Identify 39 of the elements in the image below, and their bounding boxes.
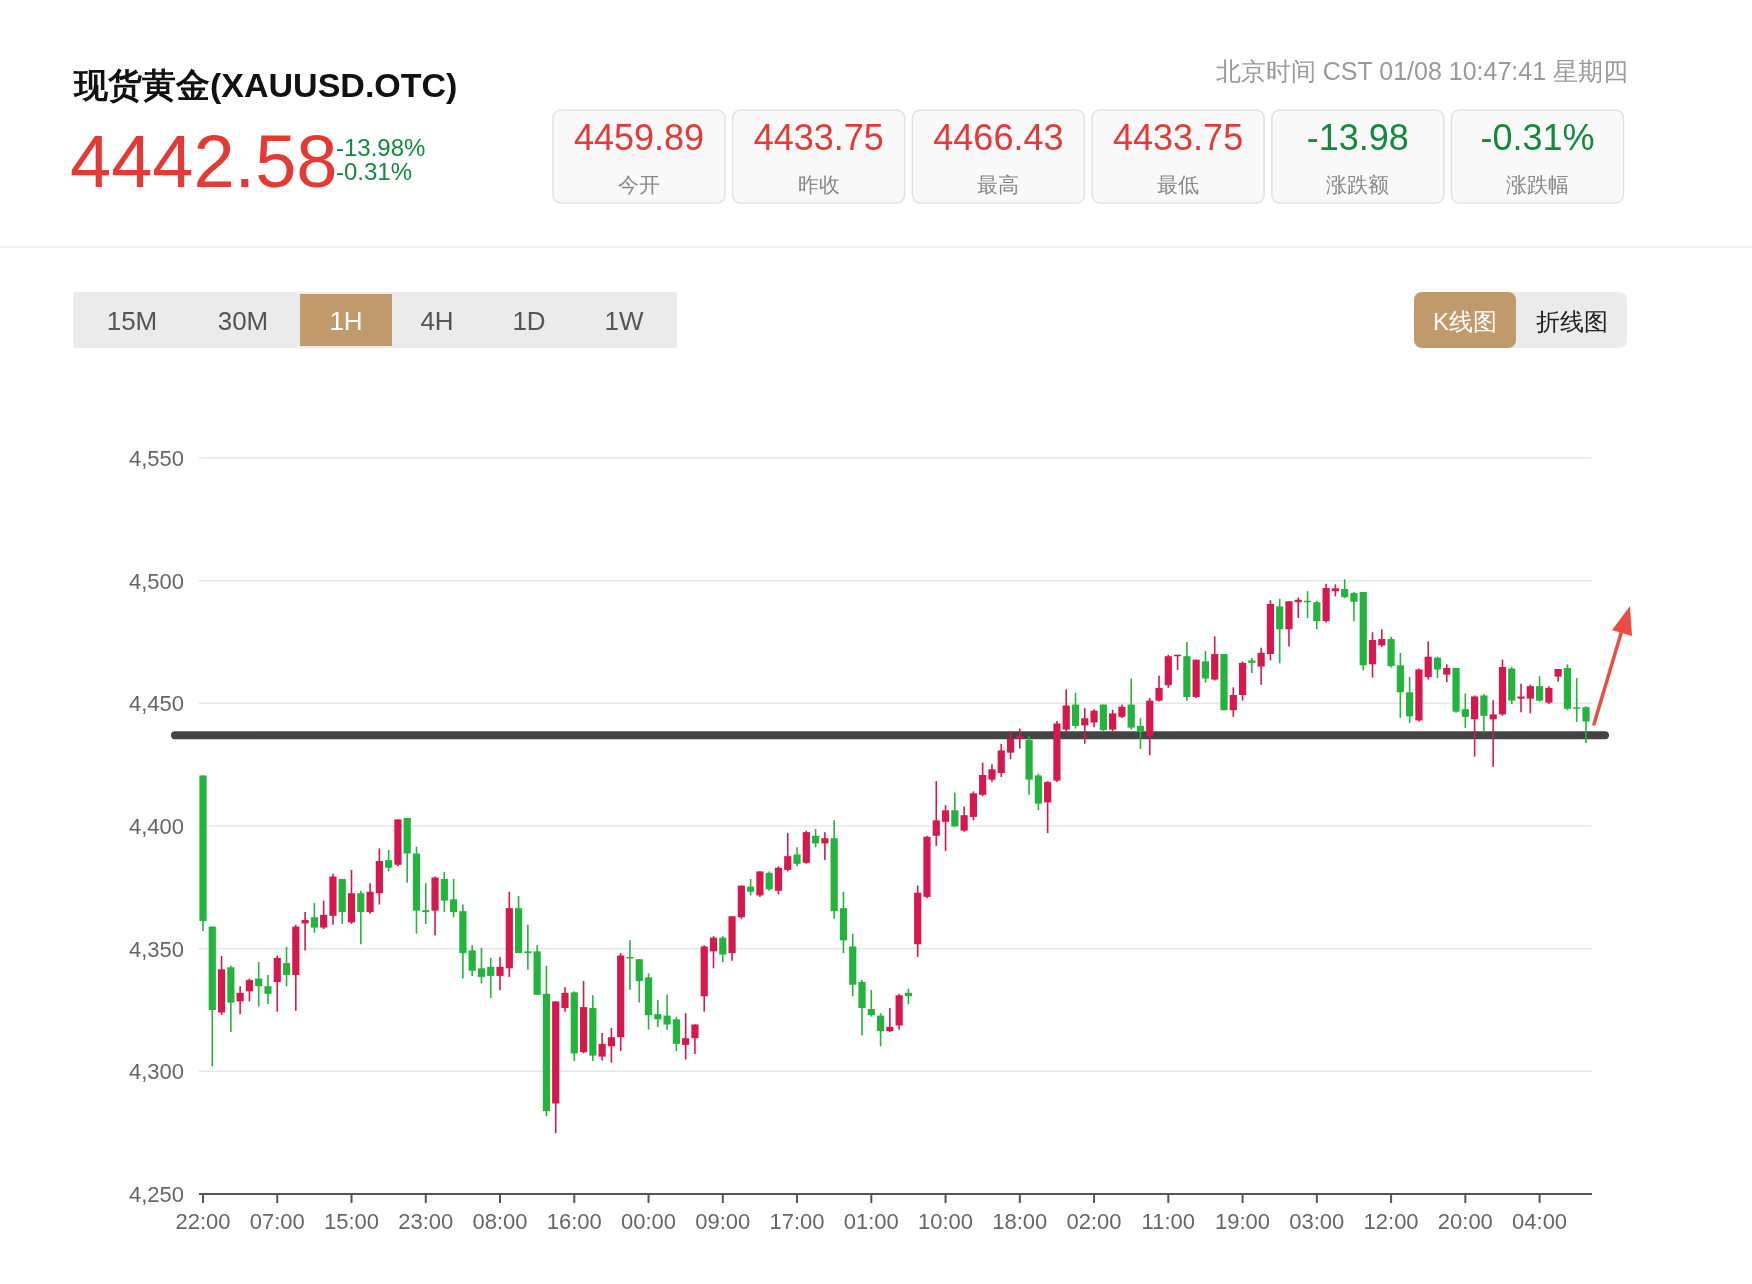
text: -13.98% [336, 134, 426, 161]
view-toggle: K线图 折线图 [1414, 292, 1627, 348]
text: -0.31% [336, 158, 413, 185]
card: 4459.89 今开 [552, 109, 726, 204]
x-tick-label: 10:00 [918, 1209, 974, 1234]
y-tick-label: 4,450 [128, 691, 184, 717]
period-buttons: 15M 30M 1H 4H 1D 1W [73, 292, 677, 348]
x-tick-label: 23:00 [398, 1209, 454, 1234]
y-tick-label: 4,250 [128, 1182, 184, 1207]
text: 北京时间 CST 01/08 10:47:41 星期四 [1215, 57, 1628, 85]
x-tick-label: 17:00 [769, 1209, 825, 1234]
x-tick-label: 08:00 [472, 1209, 528, 1234]
chart-title: 现货黄金(XAUUSD.OTC) [72, 66, 458, 104]
x-tick-label: 22:00 [175, 1209, 231, 1234]
y-tick-label: 4,400 [128, 814, 184, 839]
y-tick-label: 4,500 [128, 568, 184, 594]
x-tick-label: 19:00 [1215, 1209, 1271, 1234]
card: 4466.43 最高 [911, 109, 1086, 204]
x-tick-label: 12:00 [1363, 1209, 1419, 1234]
x-tick-label: 18:00 [992, 1209, 1048, 1234]
x-tick-label: 03:00 [1289, 1209, 1345, 1234]
card: 4433.75 昨收 [731, 109, 906, 204]
x-tick-label: 09:00 [695, 1209, 751, 1234]
x-tick-label: 00:00 [621, 1209, 677, 1234]
x-tick-label: 11:00 [1141, 1209, 1196, 1234]
x-tick-label: 15:00 [323, 1209, 380, 1234]
x-tick-label: 20:00 [1437, 1209, 1493, 1234]
x-tick-label: 16:00 [546, 1209, 602, 1234]
y-tick-label: 4,350 [128, 936, 184, 962]
x-tick-label: 04:00 [1512, 1209, 1568, 1234]
y-tick-label: 4,300 [128, 1059, 184, 1085]
text: 4442.58 [70, 120, 338, 203]
card: 4433.75 最低 [1091, 109, 1265, 204]
x-tick-label: 01:00 [843, 1209, 899, 1234]
x-tick-label: 02:00 [1066, 1209, 1122, 1234]
card: -13.98 涨跌额 [1271, 109, 1445, 204]
y-tick-label: 4,550 [128, 446, 184, 471]
card: -0.31% 涨跌幅 [1450, 109, 1625, 204]
x-tick-label: 07:00 [249, 1209, 305, 1234]
